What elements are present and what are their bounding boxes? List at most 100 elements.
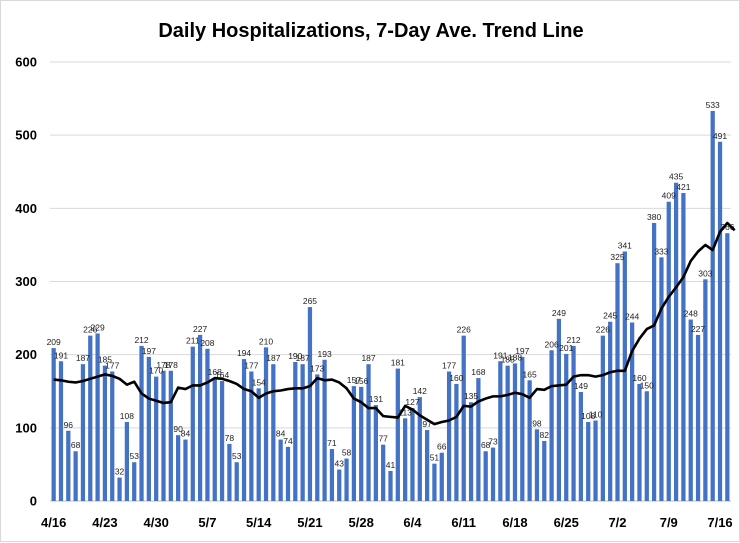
- data-label: 97: [422, 419, 432, 429]
- bar: [51, 348, 56, 501]
- bar: [190, 346, 195, 501]
- bar: [205, 348, 210, 501]
- bar: [139, 345, 144, 501]
- x-tick-label: 6/11: [451, 515, 476, 530]
- x-tick-label: 7/2: [608, 515, 626, 530]
- bar: [80, 364, 86, 501]
- bar: [615, 263, 620, 501]
- data-label: 210: [259, 336, 273, 346]
- x-tick-label: 6/18: [502, 515, 527, 530]
- bar: [395, 368, 400, 501]
- chart-title: Daily Hospitalizations, 7-Day Ave. Trend…: [158, 20, 583, 42]
- data-label: 193: [318, 349, 332, 359]
- bar: [608, 321, 613, 501]
- bar: [95, 333, 100, 501]
- data-label: 303: [698, 268, 712, 278]
- y-axis: 0 100 200 300 400 500 600: [15, 55, 37, 509]
- x-tick-label: 5/28: [349, 515, 374, 530]
- data-label: 98: [532, 418, 542, 428]
- data-label: 209: [47, 337, 61, 347]
- bar: [637, 383, 642, 501]
- data-label: 108: [120, 411, 134, 421]
- bar: [263, 347, 269, 501]
- bar: [549, 350, 554, 501]
- trend-line: [53, 221, 736, 426]
- bar: [58, 361, 64, 501]
- bar: [556, 318, 562, 501]
- bar: [505, 365, 510, 501]
- data-label: 131: [369, 394, 383, 404]
- bar: [527, 380, 532, 501]
- bar: [359, 386, 364, 501]
- data-label: 90: [173, 424, 183, 434]
- data-label: 181: [391, 358, 405, 368]
- data-label: 71: [327, 438, 337, 448]
- data-label: 421: [676, 182, 690, 192]
- data-label: 226: [596, 325, 610, 335]
- y-tick-label: 600: [15, 55, 37, 70]
- bar: [571, 345, 576, 501]
- bar: [666, 201, 671, 501]
- bar: [219, 381, 225, 501]
- bar: [725, 233, 730, 501]
- bar: [73, 451, 78, 501]
- data-label: 127: [405, 397, 419, 407]
- bar: [234, 462, 239, 501]
- data-label: 173: [310, 363, 324, 373]
- data-label: 113: [398, 407, 412, 417]
- data-label: 206: [545, 339, 559, 349]
- y-tick-label: 400: [15, 201, 37, 216]
- bar: [446, 371, 452, 501]
- data-label: 32: [115, 467, 125, 477]
- data-label: 68: [71, 440, 81, 450]
- bar: [132, 462, 137, 501]
- x-axis: 4/16 4/23 4/30 5/7 5/14 5/21 5/28 6/4 6/11 6/18 6/…: [41, 515, 733, 530]
- data-label: 53: [129, 451, 139, 461]
- bar: [197, 334, 203, 501]
- bar: [183, 439, 188, 501]
- bar: [586, 421, 591, 501]
- data-label: 150: [640, 380, 654, 390]
- bar: [564, 353, 569, 501]
- data-label: 168: [208, 367, 222, 377]
- data-label: 227: [691, 324, 705, 334]
- bar: [212, 378, 217, 501]
- data-label: 77: [378, 434, 388, 444]
- bar: [161, 370, 166, 501]
- bar: [630, 322, 635, 501]
- data-label: 435: [669, 172, 683, 182]
- bar: [66, 430, 71, 501]
- data-label: 84: [276, 429, 286, 439]
- bar: [88, 335, 93, 501]
- bar: [373, 405, 378, 501]
- bar: [717, 141, 723, 502]
- data-label: 66: [437, 442, 447, 452]
- data-label: 177: [244, 360, 258, 370]
- data-label: 78: [225, 433, 235, 443]
- bar: [278, 439, 283, 501]
- data-label: 197: [142, 346, 156, 356]
- bar: [322, 359, 327, 501]
- x-tick-label: 6/25: [554, 515, 579, 530]
- data-label: 187: [266, 353, 280, 363]
- data-label: 341: [618, 241, 632, 251]
- bar: [117, 477, 122, 501]
- data-label: 142: [413, 386, 427, 396]
- bar: [644, 391, 649, 501]
- bar: [695, 334, 701, 501]
- bar: [542, 441, 547, 501]
- x-tick-label: 5/21: [297, 515, 322, 530]
- data-label: 68: [481, 440, 491, 450]
- y-tick-label: 200: [15, 347, 37, 362]
- data-label: 227: [193, 324, 207, 334]
- y-tick-label: 100: [15, 420, 37, 435]
- data-label: 212: [134, 335, 148, 345]
- data-label: 187: [296, 353, 310, 363]
- data-label: 194: [237, 348, 251, 358]
- bar: [439, 452, 444, 501]
- bar: [146, 356, 151, 501]
- data-label: 211: [186, 336, 200, 346]
- bar: [468, 402, 474, 501]
- data-label: 178: [164, 360, 178, 370]
- gridlines: [50, 61, 731, 502]
